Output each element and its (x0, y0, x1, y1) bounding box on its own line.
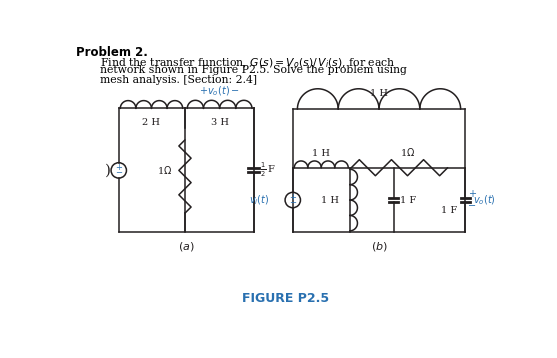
Text: ): ) (105, 163, 111, 178)
Text: 3 H: 3 H (211, 118, 228, 127)
Text: 1 H: 1 H (321, 195, 339, 204)
Text: 1 H: 1 H (312, 149, 330, 159)
Text: 1 H: 1 H (370, 90, 388, 98)
Text: $(b)$: $(b)$ (370, 240, 388, 253)
Text: $+ v_o(t) -$: $+ v_o(t) -$ (199, 84, 240, 98)
Text: $\frac{1}{2}$: $\frac{1}{2}$ (260, 160, 266, 179)
Text: 1 F: 1 F (400, 195, 416, 204)
Text: $(a)$: $(a)$ (178, 240, 194, 253)
Text: $v_o(t)$: $v_o(t)$ (473, 193, 496, 207)
Text: F: F (267, 165, 274, 174)
Text: network shown in Figure P2.5. Solve the problem using: network shown in Figure P2.5. Solve the … (100, 65, 407, 75)
Text: Problem 2.: Problem 2. (76, 46, 148, 59)
Text: −: − (289, 198, 296, 207)
Text: 2 H: 2 H (143, 118, 160, 127)
Text: 1$\Omega$: 1$\Omega$ (158, 164, 173, 176)
Text: −: − (468, 201, 476, 211)
Text: 1$\Omega$: 1$\Omega$ (400, 146, 415, 159)
Text: 1 F: 1 F (441, 206, 457, 215)
Text: $v_i(t)$: $v_i(t)$ (249, 193, 270, 207)
Text: +: + (115, 163, 122, 172)
Text: +: + (289, 193, 296, 202)
Text: −: − (115, 169, 122, 178)
Text: FIGURE P2.5: FIGURE P2.5 (242, 292, 329, 305)
Text: mesh analysis. [Section: 2.4]: mesh analysis. [Section: 2.4] (100, 74, 257, 84)
Text: +: + (468, 189, 476, 199)
Text: Find the transfer function, $G(s) = V_o(s)/\, V_i(s)$, for each: Find the transfer function, $G(s) = V_o(… (100, 56, 396, 70)
